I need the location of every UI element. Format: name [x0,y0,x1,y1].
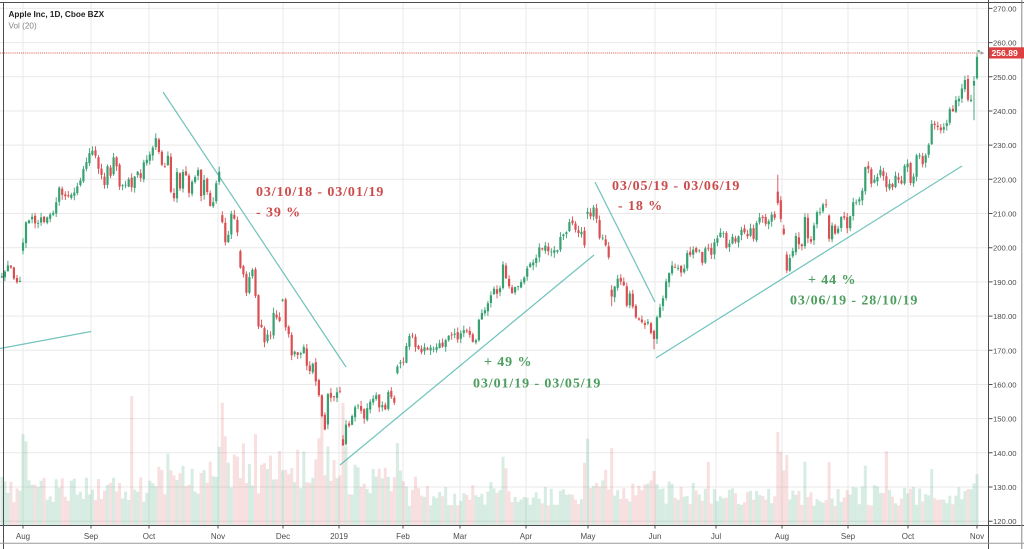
svg-text:120.00: 120.00 [993,517,1017,526]
svg-text:2019: 2019 [330,532,348,541]
svg-text:260.00: 260.00 [993,39,1017,48]
svg-text:03/01/19 - 03/05/19: 03/01/19 - 03/05/19 [473,377,601,392]
svg-text:Apple Inc, 1D, Cboe BZX: Apple Inc, 1D, Cboe BZX [9,10,105,19]
svg-text:190.00: 190.00 [993,278,1017,287]
svg-text:Jun: Jun [649,532,662,541]
svg-text:Nov: Nov [970,532,984,541]
svg-text:170.00: 170.00 [993,346,1017,355]
svg-text:150.00: 150.00 [993,415,1017,424]
svg-text:180.00: 180.00 [993,312,1017,321]
svg-text:Apr: Apr [520,532,533,541]
svg-text:210.00: 210.00 [993,210,1017,219]
svg-text:Aug: Aug [775,532,789,541]
svg-text:Vol (20): Vol (20) [9,22,37,31]
svg-text:Mar: Mar [453,532,467,541]
svg-text:+ 44 %: + 44 % [808,273,856,288]
svg-text:Sep: Sep [841,532,856,541]
svg-text:Sep: Sep [84,532,99,541]
svg-text:250.00: 250.00 [993,73,1017,82]
svg-text:220.00: 220.00 [993,175,1017,184]
svg-text:200.00: 200.00 [993,244,1017,253]
svg-text:130.00: 130.00 [993,483,1017,492]
svg-text:240.00: 240.00 [993,107,1017,116]
svg-text:May: May [580,532,595,541]
svg-text:Dec: Dec [276,532,290,541]
svg-text:03/10/18 - 03/01/19: 03/10/18 - 03/01/19 [256,185,384,200]
svg-text:140.00: 140.00 [993,449,1017,458]
svg-text:Oct: Oct [902,532,915,541]
svg-text:03/06/19 - 28/10/19: 03/06/19 - 28/10/19 [790,294,918,309]
svg-text:- 39 %: - 39 % [256,206,301,221]
svg-text:160.00: 160.00 [993,381,1017,390]
svg-text:Jul: Jul [711,532,721,541]
svg-text:230.00: 230.00 [993,141,1017,150]
svg-text:- 18 %: - 18 % [618,199,663,214]
svg-text:270.00: 270.00 [993,4,1017,13]
svg-text:+ 49 %: + 49 % [484,355,532,370]
svg-text:Oct: Oct [143,532,156,541]
svg-text:Nov: Nov [211,532,225,541]
svg-text:256.89: 256.89 [992,48,1019,58]
svg-text:Aug: Aug [16,532,30,541]
svg-text:03/05/19 - 03/06/19: 03/05/19 - 03/06/19 [612,179,740,194]
svg-text:Feb: Feb [396,532,410,541]
